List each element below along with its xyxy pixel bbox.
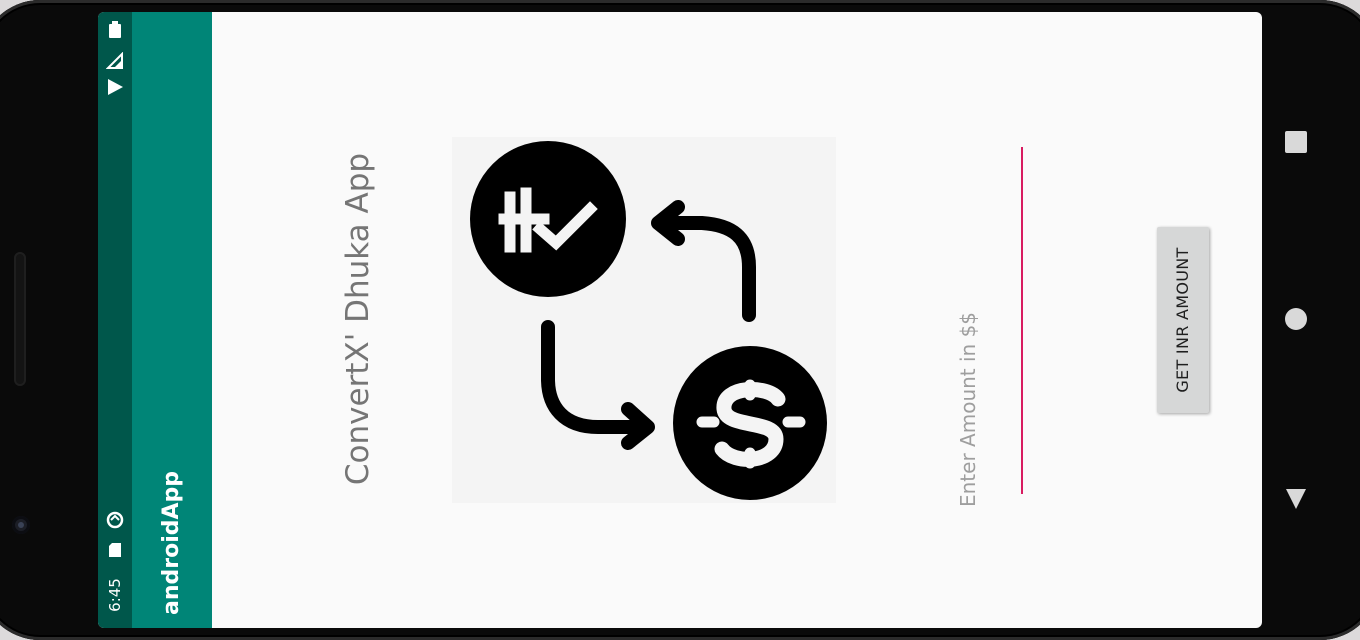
logo-image bbox=[470, 141, 827, 500]
page-title: ConvertX' Dhuka App bbox=[340, 152, 376, 486]
front-camera bbox=[12, 516, 30, 534]
dollar-coin-icon bbox=[673, 346, 827, 500]
device-screen: 6:45 androidApp ConvertX' Dhuka App bbox=[98, 12, 1262, 628]
wifi-icon bbox=[108, 79, 123, 95]
home-button[interactable] bbox=[1284, 307, 1308, 331]
convert-button-label: GET INR AMOUNT bbox=[1173, 247, 1192, 393]
exchange-arrows-icon bbox=[541, 200, 756, 450]
main-content: ConvertX' Dhuka App bbox=[212, 12, 1262, 628]
battery-icon bbox=[109, 21, 121, 38]
amount-input-placeholder[interactable]: Enter Amount in $$ bbox=[956, 311, 980, 507]
earpiece-speaker bbox=[14, 252, 26, 386]
get-inr-amount-button[interactable]: GET INR AMOUNT bbox=[1157, 227, 1209, 413]
navigation-bar bbox=[1262, 0, 1360, 640]
status-bar: 6:45 bbox=[98, 12, 132, 628]
cellular-signal-icon bbox=[106, 52, 123, 69]
overview-button[interactable] bbox=[1284, 130, 1308, 154]
app-title: androidApp bbox=[159, 470, 184, 616]
amount-input-underline[interactable] bbox=[1021, 147, 1023, 494]
rupee-coin-icon bbox=[470, 141, 626, 297]
sync-icon bbox=[106, 511, 124, 529]
back-button[interactable] bbox=[1284, 487, 1308, 511]
sd-card-icon bbox=[109, 543, 121, 557]
status-time: 6:45 bbox=[106, 578, 124, 612]
app-bar: androidApp bbox=[132, 12, 212, 628]
currency-exchange-logo bbox=[452, 137, 836, 503]
